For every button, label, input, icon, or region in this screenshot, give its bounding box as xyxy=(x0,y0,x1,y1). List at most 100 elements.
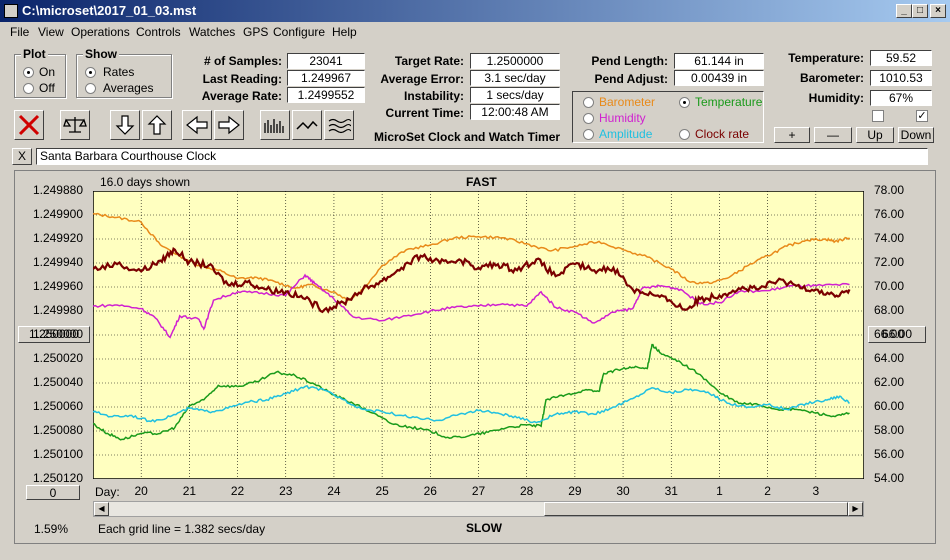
y-right-tick-label: 64.00 xyxy=(874,351,905,365)
x-tick-label: 31 xyxy=(664,484,678,498)
time-scrollbar[interactable]: ◀ ▶ xyxy=(93,501,864,517)
x-tick-label: 26 xyxy=(423,484,437,498)
menu-operations[interactable]: Operations xyxy=(71,25,130,39)
rate-chart[interactable] xyxy=(93,191,864,479)
clock-rate-radio-label: Clock rate xyxy=(695,127,750,141)
humidity-radio-label: Humidity xyxy=(599,111,646,125)
chart-frame xyxy=(14,170,936,544)
target-rate-label: Target Rate: xyxy=(394,54,464,68)
title-bar: C:\microset\2017_01_03.mst _ □ × xyxy=(0,0,950,22)
left-arrow-button[interactable] xyxy=(182,110,212,140)
current-time-value: 12:00:48 AM xyxy=(470,104,560,120)
option-checkbox-2[interactable]: ✓ xyxy=(916,110,928,122)
days-shown-label: 16.0 days shown xyxy=(100,175,191,189)
watch-name-field[interactable]: Santa Barbara Courthouse Clock xyxy=(36,148,928,165)
red-x-icon xyxy=(18,114,40,136)
temperature-radio[interactable] xyxy=(679,97,690,108)
amplitude-radio[interactable] xyxy=(583,129,594,140)
barometer-radio[interactable] xyxy=(583,97,594,108)
x-tick-label: 30 xyxy=(616,484,630,498)
down-button[interactable]: Down xyxy=(898,127,934,143)
left-center-button[interactable]: 1.250000 xyxy=(18,326,90,343)
plot-off-radio[interactable] xyxy=(23,83,34,94)
x-tick-label: 24 xyxy=(327,484,341,498)
arrow-up-icon xyxy=(147,115,167,135)
x-tick-label: 28 xyxy=(520,484,534,498)
plot-off-label: Off xyxy=(39,81,55,95)
option-checkbox-1[interactable] xyxy=(872,110,884,122)
app-name-label: MicroSet Clock and Watch Timer xyxy=(374,130,561,144)
menu-gps[interactable]: GPS xyxy=(243,25,269,39)
show-averages-label: Averages xyxy=(103,81,154,95)
menu-controls[interactable]: Controls xyxy=(136,25,181,39)
arrow-right-icon xyxy=(218,115,240,135)
amplitude-radio-label: Amplitude xyxy=(599,127,653,141)
right-center-button[interactable]: 66.00 xyxy=(868,326,926,343)
pend-length-label: Pend Length: xyxy=(591,54,668,68)
series-line xyxy=(93,212,851,302)
y-right-tick-label: 56.00 xyxy=(874,447,905,461)
show-rates-label: Rates xyxy=(103,65,135,79)
x-axis-label: Day: xyxy=(95,485,120,499)
fast-label: FAST xyxy=(466,175,497,189)
y-right-tick-label: 66.00 xyxy=(874,327,905,341)
clear-x-button[interactable] xyxy=(14,110,44,140)
y-left-tick-label: 1.249900 xyxy=(32,207,83,221)
menu-watches[interactable]: Watches xyxy=(189,25,236,39)
x-tick-label: 29 xyxy=(568,484,582,498)
y-right-tick-label: 72.00 xyxy=(874,255,905,269)
arrow-down-icon xyxy=(115,115,135,135)
bars-view-button[interactable] xyxy=(260,110,290,140)
humidity-radio[interactable] xyxy=(583,113,594,124)
maximize-button[interactable]: □ xyxy=(912,4,928,18)
menu-view[interactable]: View xyxy=(38,25,64,39)
instability-value: 1 secs/day xyxy=(470,87,560,103)
barometer-radio-label: Barometer xyxy=(599,95,656,109)
y-right-tick-label: 54.00 xyxy=(874,471,905,485)
decrease-button[interactable]: — xyxy=(814,127,852,143)
arrow-left-icon xyxy=(186,115,208,135)
y-left-tick-label: 1.249920 xyxy=(32,231,83,245)
sensor-select-box: Barometer Temperature Humidity Amplitude… xyxy=(572,91,764,143)
x-tick-label: 3 xyxy=(812,484,820,498)
menu-help[interactable]: Help xyxy=(332,25,357,39)
scroll-thumb[interactable] xyxy=(544,502,848,516)
app-icon[interactable] xyxy=(4,4,18,18)
close-watch-button[interactable]: X xyxy=(12,148,32,165)
show-rates-radio[interactable] xyxy=(85,67,96,78)
down-arrow-button[interactable] xyxy=(110,110,140,140)
y-left-tick-label: 1.250100 xyxy=(32,447,83,461)
scroll-left-button[interactable]: ◀ xyxy=(94,502,109,516)
up-button[interactable]: Up xyxy=(856,127,894,143)
pend-adjust-label: Pend Adjust: xyxy=(594,72,668,86)
up-arrow-button[interactable] xyxy=(142,110,172,140)
minimize-button[interactable]: _ xyxy=(896,4,912,18)
y-right-tick-label: 70.00 xyxy=(874,279,905,293)
y-right-tick-label: 78.00 xyxy=(874,183,905,197)
zero-button[interactable]: 0 xyxy=(26,485,80,500)
menu-configure[interactable]: Configure xyxy=(273,25,326,39)
show-averages-radio[interactable] xyxy=(85,83,96,94)
scroll-right-button[interactable]: ▶ xyxy=(848,502,863,516)
x-tick-label: 22 xyxy=(230,484,245,498)
clock-rate-radio[interactable] xyxy=(679,129,690,140)
right-arrow-button[interactable] xyxy=(214,110,244,140)
menu-file[interactable]: File xyxy=(10,25,30,39)
barometer-label: Barometer: xyxy=(799,71,864,85)
chart-grid xyxy=(93,191,864,479)
series-line xyxy=(93,343,850,441)
series-line xyxy=(93,384,850,424)
wave-view-button[interactable] xyxy=(324,110,354,140)
humidity-value: 67% xyxy=(870,90,932,106)
y-left-tick-label: 1.250020 xyxy=(32,351,83,365)
increase-button[interactable]: + xyxy=(774,127,810,143)
barometer-value: 1010.53 xyxy=(870,70,932,86)
line-view-button[interactable] xyxy=(292,110,322,140)
close-window-button[interactable]: × xyxy=(930,4,946,18)
y-right-tick-label: 58.00 xyxy=(874,423,905,437)
plot-on-radio[interactable] xyxy=(23,67,34,78)
series-line xyxy=(93,247,851,314)
temperature-value: 59.52 xyxy=(870,50,932,66)
balance-button[interactable] xyxy=(60,110,90,140)
chart-series xyxy=(93,212,851,441)
